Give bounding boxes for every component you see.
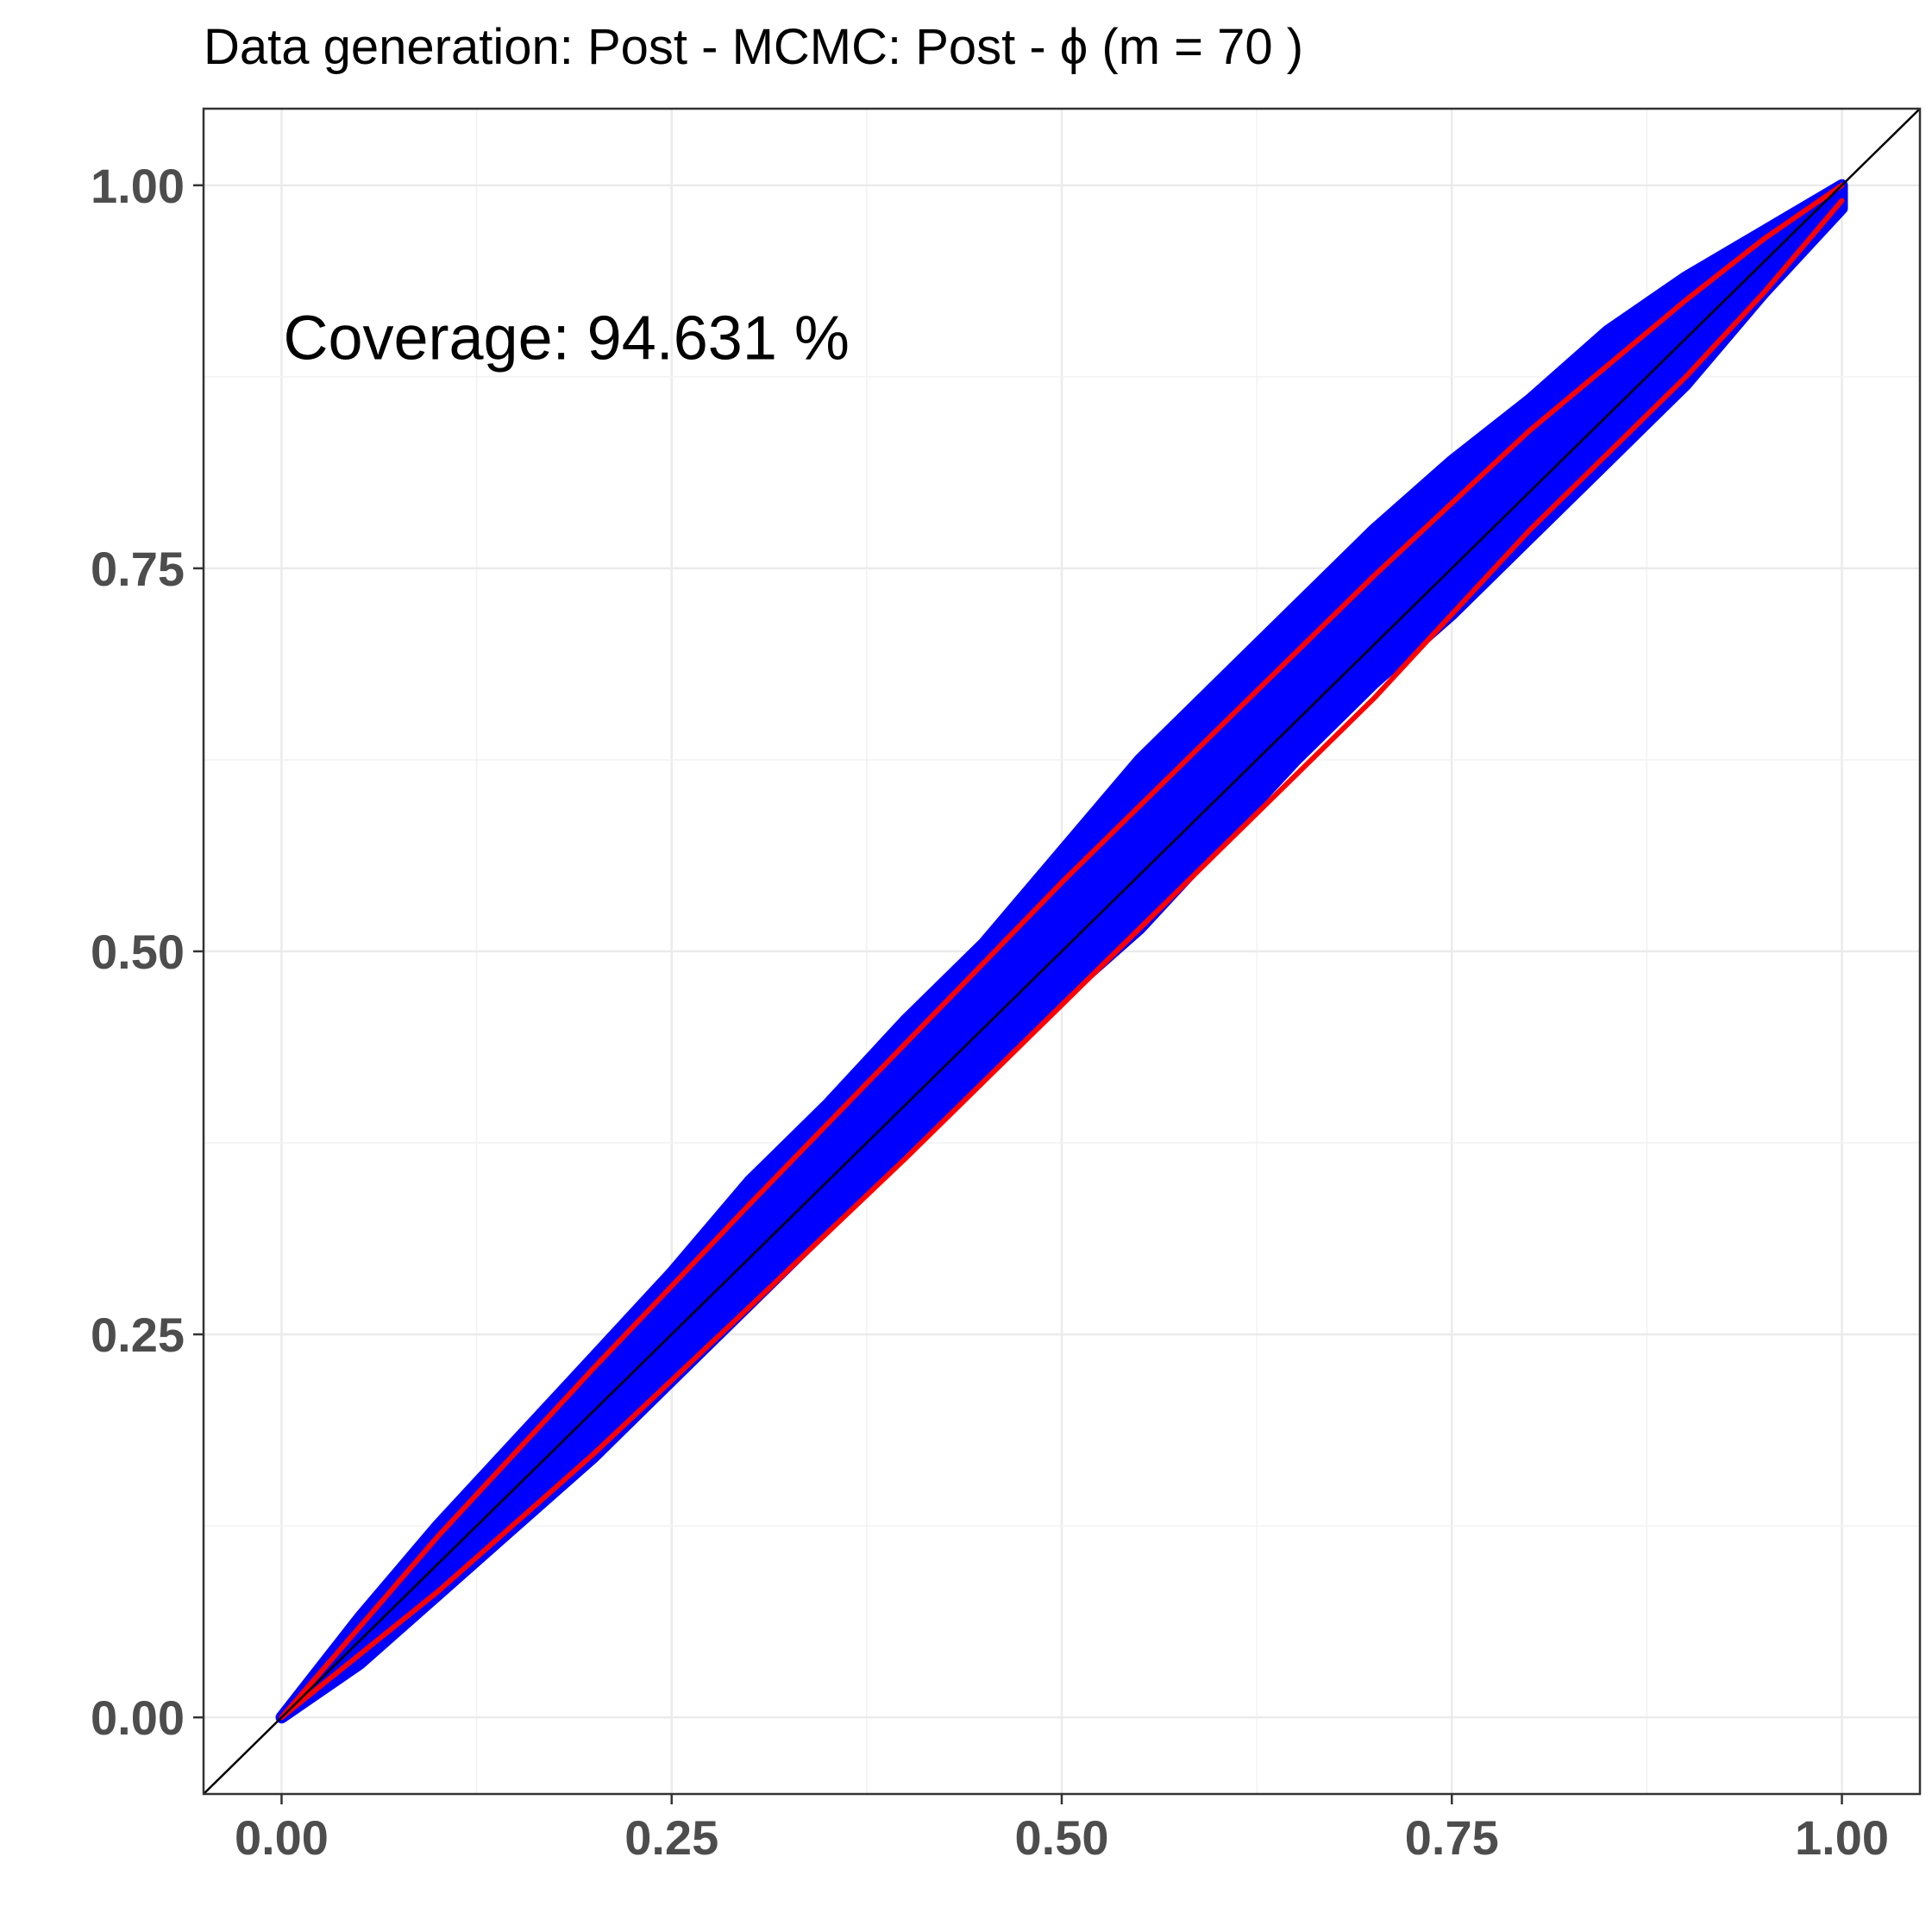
tick-layer: 0.00 0.25 0.50 0.75 1.00 0.00 0.25 0.50 0.75 1.00 <box>91 159 1889 1865</box>
y-tick-label: 0.75 <box>91 542 185 596</box>
y-tick-label: 0.25 <box>91 1308 185 1362</box>
y-tick-label: 0.00 <box>91 1690 185 1745</box>
upper-bound-line <box>279 182 1845 1721</box>
x-tick-label: 0.50 <box>1015 1810 1109 1865</box>
coverage-annotation: Coverage: 94.631 % <box>283 304 849 373</box>
diagonal-reference-line <box>203 108 1921 1795</box>
x-tick-label: 0.25 <box>624 1810 718 1865</box>
x-tick-label: 1.00 <box>1795 1810 1889 1865</box>
x-tick-label: 0.00 <box>235 1810 329 1865</box>
series-layer <box>279 182 1845 1721</box>
lower-bound-line <box>279 198 1845 1721</box>
y-tick-label: 0.50 <box>91 925 185 979</box>
x-tick-label: 0.75 <box>1405 1810 1499 1865</box>
reference-layer <box>203 108 1921 1795</box>
y-tick-label: 1.00 <box>91 159 185 213</box>
chart-title: Data generation: Post - MCMC: Post - ϕ (… <box>204 19 1303 75</box>
